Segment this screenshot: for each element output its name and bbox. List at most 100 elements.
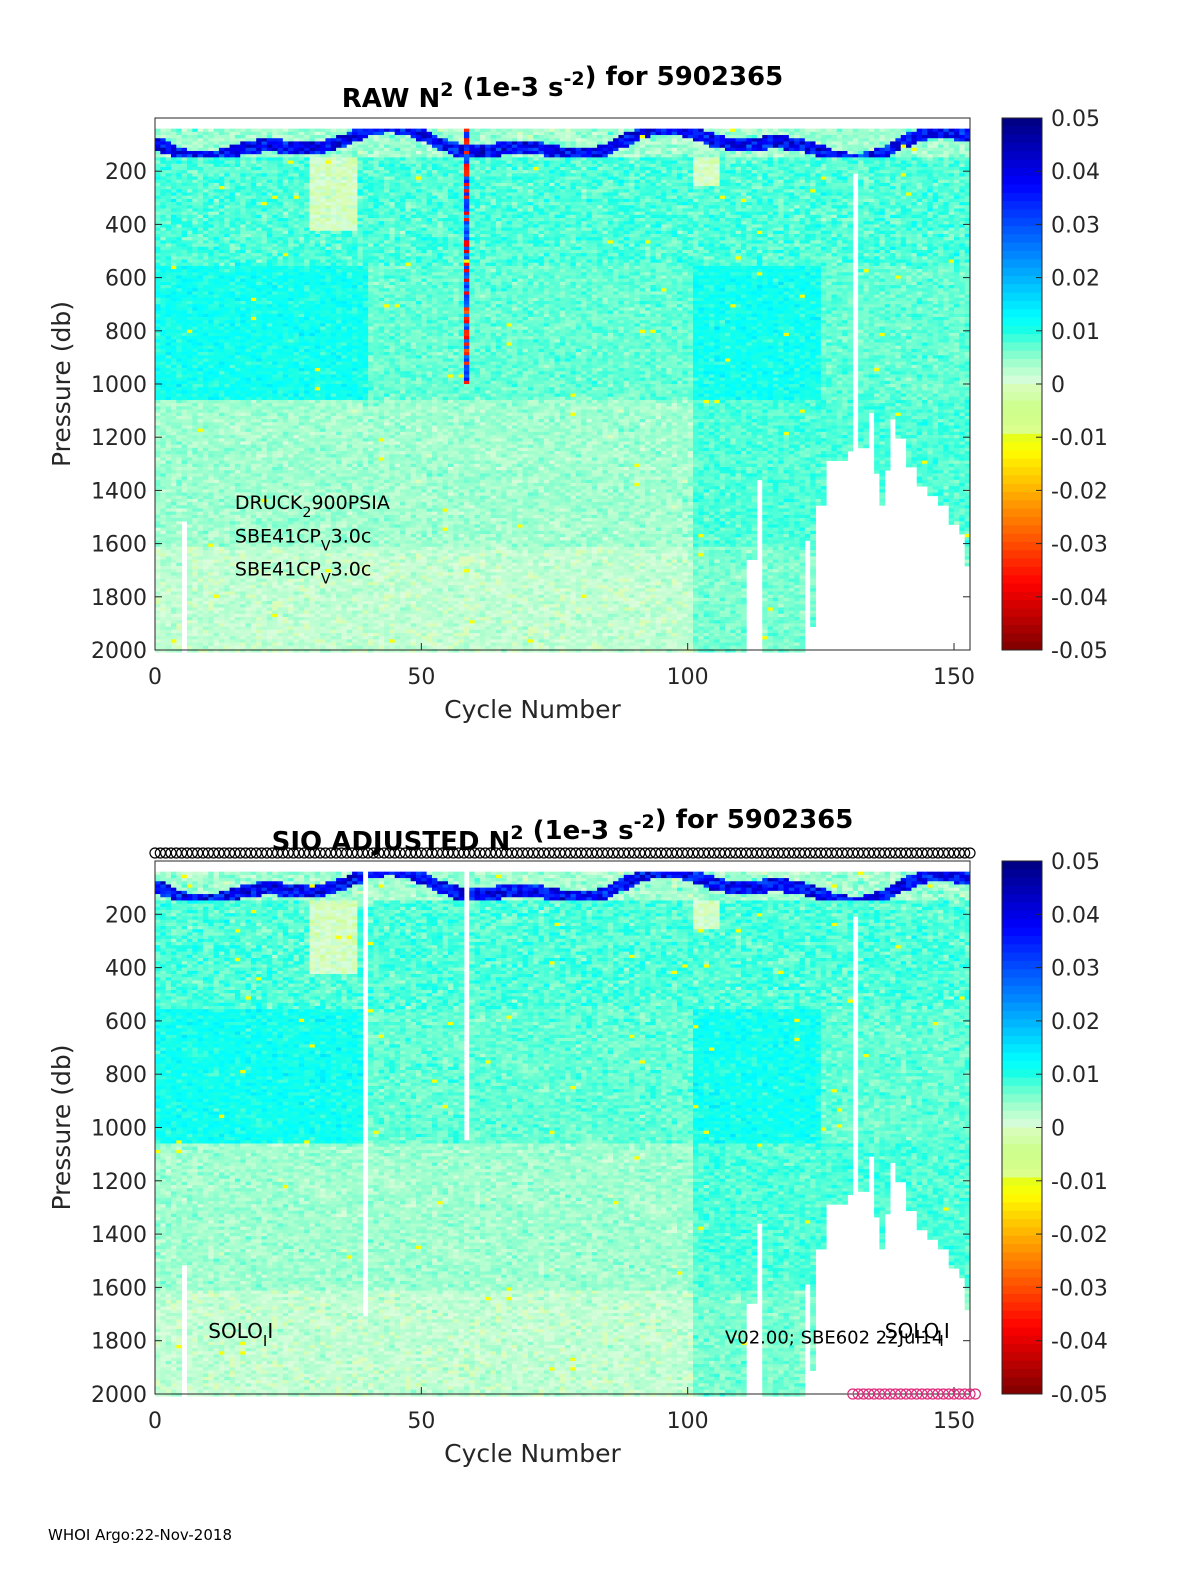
heatmap-cell bbox=[240, 362, 246, 366]
heatmap-cell bbox=[240, 157, 246, 161]
heatmap-cell bbox=[246, 381, 252, 385]
heatmap-cell bbox=[214, 591, 220, 595]
heatmap-cell bbox=[176, 288, 182, 292]
heatmap-cell bbox=[224, 317, 230, 321]
heatmap-cell bbox=[219, 633, 225, 637]
heatmap-cell bbox=[187, 556, 193, 560]
heatmap-cell bbox=[224, 154, 230, 158]
heatmap-cell bbox=[214, 320, 220, 324]
heatmap-cell bbox=[192, 298, 198, 302]
heatmap-cell bbox=[224, 237, 230, 241]
heatmap-cell bbox=[198, 432, 204, 436]
heatmap-cell bbox=[198, 473, 204, 477]
heatmap-cell bbox=[155, 544, 161, 548]
heatmap-cell bbox=[230, 550, 236, 554]
heatmap-cell bbox=[176, 461, 182, 465]
heatmap-cell bbox=[230, 192, 236, 196]
heatmap-cell bbox=[224, 253, 230, 257]
heatmap-cell bbox=[230, 307, 236, 311]
heatmap-cell bbox=[208, 362, 214, 366]
heatmap-cell bbox=[160, 282, 166, 286]
heatmap-cell bbox=[246, 371, 252, 375]
heatmap-cell bbox=[208, 327, 214, 331]
heatmap-cell bbox=[176, 505, 182, 509]
heatmap-cell bbox=[203, 582, 209, 586]
heatmap-cell bbox=[192, 138, 198, 142]
heatmap-cell bbox=[160, 215, 166, 219]
heatmap-cell bbox=[166, 461, 172, 465]
heatmap-cell bbox=[176, 413, 182, 417]
heatmap-cell bbox=[176, 499, 182, 503]
heatmap-cell bbox=[166, 138, 172, 142]
heatmap-cell bbox=[182, 384, 188, 388]
heatmap-cell bbox=[246, 384, 252, 388]
heatmap-cell bbox=[187, 148, 193, 152]
heatmap-cell bbox=[187, 448, 193, 452]
heatmap-cell bbox=[219, 416, 225, 420]
heatmap-cell bbox=[198, 170, 204, 174]
heatmap-cell bbox=[224, 649, 230, 653]
heatmap-cell bbox=[230, 218, 236, 222]
heatmap-cell bbox=[240, 349, 246, 353]
heatmap-cell bbox=[192, 426, 198, 430]
heatmap-cell bbox=[235, 614, 241, 618]
heatmap-cell bbox=[182, 489, 188, 493]
heatmap-cell bbox=[230, 279, 236, 283]
heatmap-cell bbox=[240, 202, 246, 206]
heatmap-cell bbox=[160, 138, 166, 142]
heatmap-cell bbox=[160, 566, 166, 570]
heatmap-cell bbox=[224, 579, 230, 583]
heatmap-cell bbox=[224, 528, 230, 532]
heatmap-cell bbox=[219, 419, 225, 423]
heatmap-cell bbox=[176, 518, 182, 522]
heatmap-cell bbox=[214, 566, 220, 570]
heatmap-cell bbox=[187, 291, 193, 295]
heatmap-cell bbox=[198, 339, 204, 343]
heatmap-cell bbox=[187, 352, 193, 356]
heatmap-cell bbox=[240, 355, 246, 359]
heatmap-cell bbox=[182, 330, 188, 334]
heatmap-cell bbox=[192, 279, 198, 283]
heatmap-cell bbox=[198, 560, 204, 564]
heatmap-cell bbox=[224, 400, 230, 404]
heatmap-cell bbox=[235, 553, 241, 557]
heatmap-cell bbox=[219, 483, 225, 487]
heatmap-cell bbox=[155, 623, 161, 627]
heatmap-cell bbox=[166, 566, 172, 570]
heatmap-cell bbox=[208, 464, 214, 468]
heatmap-cell bbox=[187, 177, 193, 181]
heatmap-cell bbox=[182, 343, 188, 347]
heatmap-cell bbox=[176, 161, 182, 165]
heatmap-cell bbox=[198, 435, 204, 439]
heatmap-cell bbox=[192, 410, 198, 414]
heatmap-cell bbox=[171, 576, 177, 580]
heatmap-cell bbox=[240, 406, 246, 410]
heatmap-cell bbox=[166, 170, 172, 174]
heatmap-cell bbox=[224, 272, 230, 276]
heatmap-cell bbox=[219, 285, 225, 289]
heatmap-cell bbox=[230, 295, 236, 299]
heatmap-cell bbox=[176, 368, 182, 372]
heatmap-cell bbox=[171, 416, 177, 420]
heatmap-cell bbox=[160, 228, 166, 232]
heatmap-cell bbox=[176, 457, 182, 461]
heatmap-cell bbox=[219, 607, 225, 611]
heatmap-cell bbox=[208, 553, 214, 557]
heatmap-cell bbox=[219, 630, 225, 634]
heatmap-cell bbox=[214, 138, 220, 142]
heatmap-cell bbox=[208, 496, 214, 500]
heatmap-cell bbox=[166, 314, 172, 318]
heatmap-cell bbox=[171, 643, 177, 647]
heatmap-cell bbox=[176, 189, 182, 193]
heatmap-cell bbox=[240, 266, 246, 270]
heatmap-cell bbox=[246, 349, 252, 353]
heatmap-cell bbox=[240, 129, 246, 133]
heatmap-cell bbox=[192, 611, 198, 615]
heatmap-cell bbox=[155, 358, 161, 362]
heatmap-cell bbox=[224, 301, 230, 305]
heatmap-cell bbox=[224, 304, 230, 308]
heatmap-cell bbox=[171, 221, 177, 225]
heatmap-cell bbox=[251, 164, 257, 168]
heatmap-cell bbox=[214, 410, 220, 414]
heatmap-cell bbox=[187, 260, 193, 264]
